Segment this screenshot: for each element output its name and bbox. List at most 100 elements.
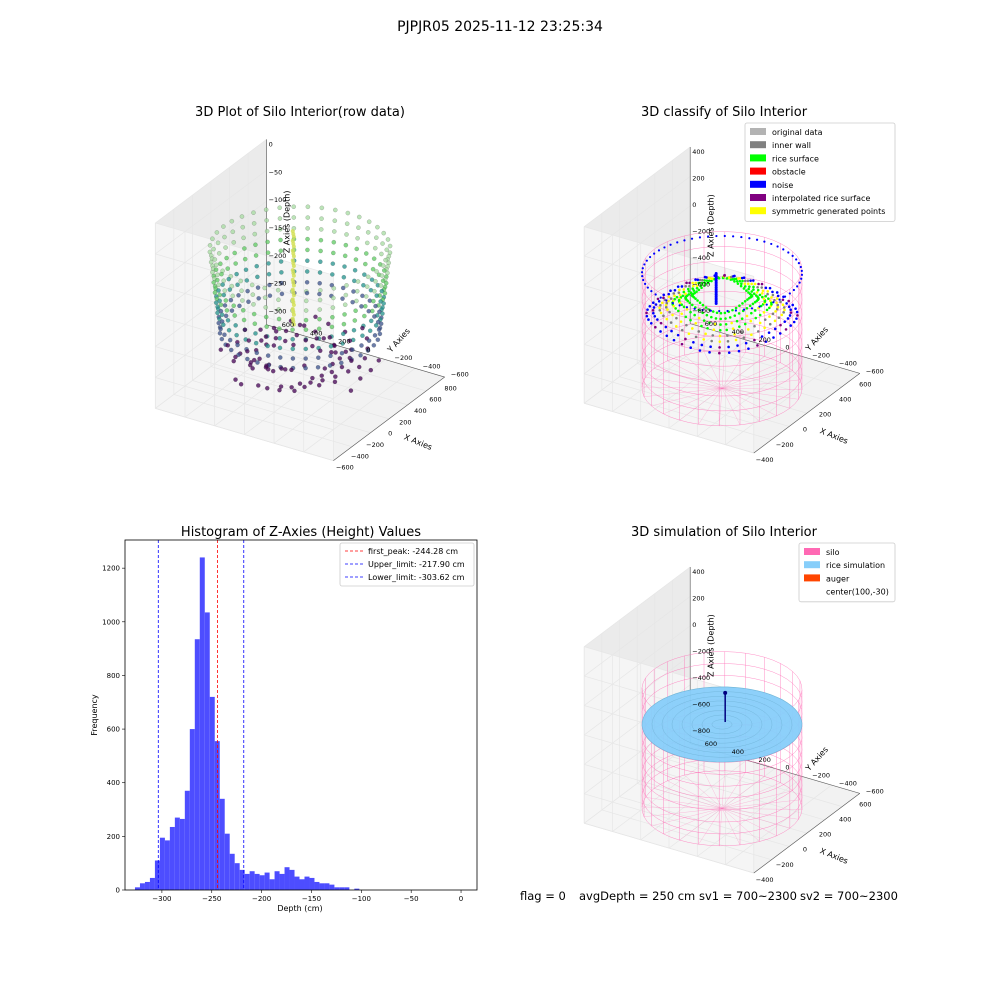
data-point bbox=[775, 297, 779, 300]
data-point bbox=[232, 313, 237, 318]
data-point bbox=[776, 245, 779, 248]
x-tick-label: 200 bbox=[819, 831, 831, 839]
data-point bbox=[660, 301, 664, 305]
grid-line bbox=[155, 139, 267, 224]
data-point bbox=[385, 237, 391, 242]
data-point bbox=[694, 278, 697, 281]
silo-floor-spoke bbox=[663, 388, 723, 415]
histogram-ylabel: Frequency bbox=[90, 694, 99, 736]
data-point bbox=[341, 285, 346, 291]
data-point bbox=[681, 294, 685, 298]
data-point bbox=[778, 298, 781, 301]
data-point bbox=[354, 298, 359, 304]
data-point bbox=[736, 344, 739, 347]
data-point bbox=[304, 280, 310, 285]
data-point bbox=[215, 240, 221, 246]
data-point bbox=[653, 252, 656, 255]
data-point bbox=[699, 284, 703, 287]
silo-floor-spoke bbox=[642, 806, 723, 809]
data-point bbox=[714, 301, 718, 305]
histogram-xlabel: Depth (cm) bbox=[277, 904, 322, 913]
silo-floor-spoke bbox=[721, 388, 799, 400]
data-point bbox=[766, 292, 769, 296]
data-point bbox=[671, 302, 674, 305]
data-point bbox=[329, 324, 335, 330]
data-point bbox=[740, 235, 743, 239]
histogram-bar bbox=[209, 696, 215, 890]
data-point bbox=[305, 247, 310, 253]
x-tick-label: 600 bbox=[859, 800, 871, 808]
data-point bbox=[747, 347, 750, 350]
data-point bbox=[291, 342, 296, 348]
histogram-bar bbox=[324, 883, 330, 890]
data-point bbox=[327, 363, 333, 368]
data-point bbox=[222, 234, 227, 240]
data-point bbox=[348, 388, 354, 393]
data-point bbox=[718, 328, 722, 332]
data-point bbox=[662, 293, 666, 297]
grid-line bbox=[583, 146, 691, 227]
data-point bbox=[303, 356, 308, 361]
data-point bbox=[669, 243, 672, 246]
data-point bbox=[217, 251, 222, 256]
data-point bbox=[795, 310, 799, 314]
data-point bbox=[372, 289, 377, 294]
data-point bbox=[706, 326, 709, 330]
data-point bbox=[342, 264, 347, 269]
data-point bbox=[231, 303, 236, 308]
data-point bbox=[213, 267, 219, 272]
data-point bbox=[218, 347, 223, 352]
data-point bbox=[779, 300, 782, 304]
data-point bbox=[253, 331, 258, 336]
histogram-bar bbox=[249, 871, 255, 890]
data-point bbox=[800, 269, 803, 272]
data-point bbox=[245, 288, 250, 294]
data-point bbox=[768, 306, 771, 310]
histogram-bar bbox=[144, 881, 150, 890]
data-point bbox=[754, 294, 758, 297]
data-point bbox=[765, 308, 769, 312]
data-point bbox=[731, 308, 734, 312]
data-point bbox=[366, 219, 372, 224]
data-point bbox=[656, 297, 660, 301]
data-point bbox=[215, 272, 220, 278]
data-point bbox=[650, 290, 653, 293]
data-point bbox=[221, 322, 226, 327]
data-point bbox=[252, 357, 257, 363]
data-point bbox=[304, 298, 309, 304]
data-point bbox=[383, 257, 388, 263]
data-point bbox=[714, 317, 718, 320]
data-point bbox=[344, 283, 349, 288]
silo-floor-spoke bbox=[698, 388, 723, 425]
legend-label: auger bbox=[826, 574, 850, 583]
data-point bbox=[303, 365, 308, 371]
data-point bbox=[733, 274, 736, 278]
data-point bbox=[367, 328, 373, 333]
data-point bbox=[215, 310, 220, 316]
silo-floor-spoke bbox=[721, 808, 790, 829]
data-point bbox=[328, 353, 333, 359]
y-tick-label: 400 bbox=[310, 329, 322, 337]
x-axis-label: X Axies bbox=[403, 433, 434, 452]
data-point bbox=[734, 306, 738, 310]
data-point bbox=[665, 299, 668, 302]
data-point bbox=[733, 314, 737, 317]
histogram-bar bbox=[304, 876, 310, 890]
data-point bbox=[719, 323, 722, 326]
histogram-bar bbox=[294, 876, 300, 890]
data-point bbox=[656, 318, 659, 321]
data-point bbox=[645, 314, 649, 318]
data-point bbox=[345, 210, 351, 216]
legend-swatch bbox=[750, 128, 766, 135]
data-point bbox=[373, 323, 379, 328]
data-point bbox=[694, 335, 698, 339]
data-point bbox=[340, 341, 345, 346]
legend-box bbox=[339, 542, 475, 587]
data-point bbox=[658, 308, 662, 312]
data-point bbox=[787, 305, 791, 308]
data-point bbox=[372, 333, 378, 338]
data-point bbox=[652, 306, 656, 309]
data-point bbox=[669, 289, 672, 293]
x-tick-label: 600 bbox=[429, 396, 441, 404]
data-point bbox=[254, 264, 259, 269]
